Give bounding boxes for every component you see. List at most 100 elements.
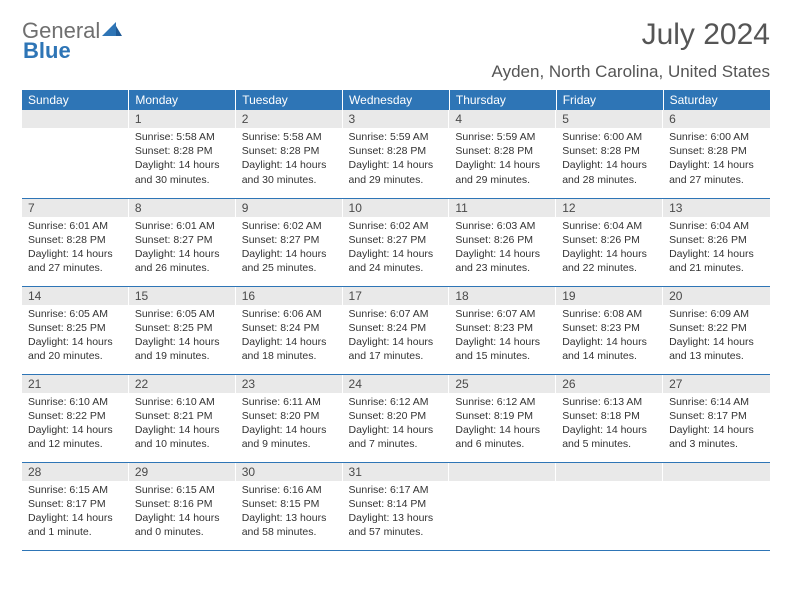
day-body: Sunrise: 6:00 AMSunset: 8:28 PMDaylight:… [556,128,663,191]
calendar-week-row: 28Sunrise: 6:15 AMSunset: 8:17 PMDayligh… [22,462,770,550]
day-number [556,463,663,481]
daylight-line: Daylight: 14 hours and 5 minutes. [562,424,647,450]
sunset-line: Sunset: 8:27 PM [349,234,427,246]
daylight-line: Daylight: 14 hours and 19 minutes. [135,336,220,362]
day-number: 1 [129,110,236,128]
daylight-line: Daylight: 14 hours and 13 minutes. [669,336,754,362]
sunset-line: Sunset: 8:28 PM [242,145,320,157]
calendar-week-row: 21Sunrise: 6:10 AMSunset: 8:22 PMDayligh… [22,374,770,462]
sunrise-line: Sunrise: 6:10 AM [135,396,215,408]
sunrise-line: Sunrise: 6:04 AM [562,220,642,232]
day-number: 9 [236,199,343,217]
day-number [449,463,556,481]
calendar-day-cell: 2Sunrise: 5:58 AMSunset: 8:28 PMDaylight… [236,110,343,198]
calendar-day-cell: 10Sunrise: 6:02 AMSunset: 8:27 PMDayligh… [343,198,450,286]
day-body: Sunrise: 6:11 AMSunset: 8:20 PMDaylight:… [236,393,343,456]
day-body [22,128,129,134]
day-body: Sunrise: 5:59 AMSunset: 8:28 PMDaylight:… [343,128,450,191]
daylight-line: Daylight: 14 hours and 3 minutes. [669,424,754,450]
sunset-line: Sunset: 8:23 PM [562,322,640,334]
daylight-line: Daylight: 14 hours and 24 minutes. [349,248,434,274]
sunset-line: Sunset: 8:15 PM [242,498,320,510]
calendar-day-cell: 22Sunrise: 6:10 AMSunset: 8:21 PMDayligh… [129,374,236,462]
day-number: 24 [343,375,450,393]
calendar-day-cell: 17Sunrise: 6:07 AMSunset: 8:24 PMDayligh… [343,286,450,374]
sunset-line: Sunset: 8:20 PM [242,410,320,422]
day-number: 21 [22,375,129,393]
sunrise-line: Sunrise: 6:05 AM [28,308,108,320]
calendar-day-cell: 13Sunrise: 6:04 AMSunset: 8:26 PMDayligh… [663,198,770,286]
day-number: 13 [663,199,770,217]
sunrise-line: Sunrise: 6:17 AM [349,484,429,496]
sunrise-line: Sunrise: 6:07 AM [349,308,429,320]
daylight-line: Daylight: 14 hours and 12 minutes. [28,424,113,450]
calendar-week-row: 1Sunrise: 5:58 AMSunset: 8:28 PMDaylight… [22,110,770,198]
day-body: Sunrise: 6:07 AM Sunset: 8:24 PM Daylight:… [343,305,450,368]
sunset-line: Sunset: 8:26 PM [669,234,747,246]
day-number: 12 [556,199,663,217]
day-body: Sunrise: 6:01 AMSunset: 8:27 PMDaylight:… [129,217,236,280]
day-number: 5 [556,110,663,128]
calendar-header-row: SundayMondayTuesdayWednesdayThursdayFrid… [22,90,770,110]
sunrise-line: Sunrise: 6:04 AM [669,220,749,232]
day-body: Sunrise: 5:59 AMSunset: 8:28 PMDaylight:… [449,128,556,191]
daylight-line: Daylight: 14 hours and 23 minutes. [455,248,540,274]
sunset-line: Sunset: 8:27 PM [242,234,320,246]
day-body: Sunrise: 6:08 AMSunset: 8:23 PMDaylight:… [556,305,663,368]
sunset-line: Sunset: 8:21 PM [135,410,213,422]
daylight-line: Daylight: 14 hours and 25 minutes. [242,248,327,274]
calendar-day-cell: 27Sunrise: 6:14 AMSunset: 8:17 PMDayligh… [663,374,770,462]
daylight-line: Daylight: 14 hours and 9 minutes. [242,424,327,450]
sunrise-line: Sunrise: 6:02 AM [242,220,322,232]
calendar-day-cell: 31Sunrise: 6:17 AMSunset: 8:14 PMDayligh… [343,462,450,550]
calendar-day-cell: 8Sunrise: 6:01 AMSunset: 8:27 PMDaylight… [129,198,236,286]
day-number: 31 [343,463,450,481]
sunrise-line: Sunrise: 6:15 AM [135,484,215,496]
daylight-line: Daylight: 14 hours and 27 minutes. [28,248,113,274]
sunset-line: Sunset: 8:28 PM [349,145,427,157]
day-number: 26 [556,375,663,393]
sunrise-line: Sunrise: 6:01 AM [28,220,108,232]
day-number: 3 [343,110,450,128]
sunset-line: Sunset: 8:28 PM [28,234,106,246]
day-number: 18 [449,287,556,305]
location: Ayden, North Carolina, United States [22,62,770,82]
sunrise-line: Sunrise: 5:59 AM [455,131,535,143]
calendar-body: 1 Sunrise: 5:58 AM Sunset: 8:28 PM Daylight… [22,110,770,550]
sunset-line: Sunset: 8:28 PM [455,145,533,157]
day-body: Sunrise: 6:00 AMSunset: 8:28 PMDaylight:… [663,128,770,191]
daylight-line: Daylight: 14 hours and 17 minutes. [349,336,434,362]
sunset-line: Sunset: 8:26 PM [562,234,640,246]
day-number: 8 [129,199,236,217]
sunrise-line: Sunrise: 6:05 AM [135,308,215,320]
sunset-line: Sunset: 8:25 PM [28,322,106,334]
sunset-line: Sunset: 8:26 PM [455,234,533,246]
day-number: 6 [663,110,770,128]
sunset-line: Sunset: 8:24 PM [242,322,320,334]
day-number: 2 [236,110,343,128]
calendar-day-cell [449,462,556,550]
day-body: Sunrise: 6:02 AM Sunset: 8:27 PM Daylight:… [236,217,343,280]
calendar-day-cell: 3Sunrise: 5:59 AMSunset: 8:28 PMDaylight… [343,110,450,198]
sunset-line: Sunset: 8:28 PM [669,145,747,157]
day-body: Sunrise: 6:09 AMSunset: 8:22 PMDaylight:… [663,305,770,368]
title-block: July 2024 [642,18,770,52]
daylight-line: Daylight: 14 hours and 14 minutes. [562,336,647,362]
calendar-day-cell [22,110,129,198]
day-body: Sunrise: 6:15 AMSunset: 8:17 PMDaylight:… [22,481,129,544]
sunset-line: Sunset: 8:14 PM [349,498,427,510]
calendar-day-cell [663,462,770,550]
calendar-day-cell: 28Sunrise: 6:15 AMSunset: 8:17 PMDayligh… [22,462,129,550]
day-number: 10 [343,199,450,217]
daylight-line: Daylight: 14 hours and 10 minutes. [135,424,220,450]
calendar-day-cell: 29Sunrise: 6:15 AMSunset: 8:16 PMDayligh… [129,462,236,550]
weekday-header: Friday [556,90,663,110]
calendar-day-cell: 4Sunrise: 5:59 AMSunset: 8:28 PMDaylight… [449,110,556,198]
sunrise-line: Sunrise: 5:58 AM [135,131,215,143]
sunset-line: Sunset: 8:25 PM [135,322,213,334]
daylight-line: Daylight: 14 hours and 22 minutes. [562,248,647,274]
day-number: 15 [129,287,236,305]
daylight-line: Daylight: 14 hours and 7 minutes. [349,424,434,450]
sunset-line: Sunset: 8:24 PM [349,322,427,334]
calendar-day-cell: 26Sunrise: 6:13 AMSunset: 8:18 PMDayligh… [556,374,663,462]
